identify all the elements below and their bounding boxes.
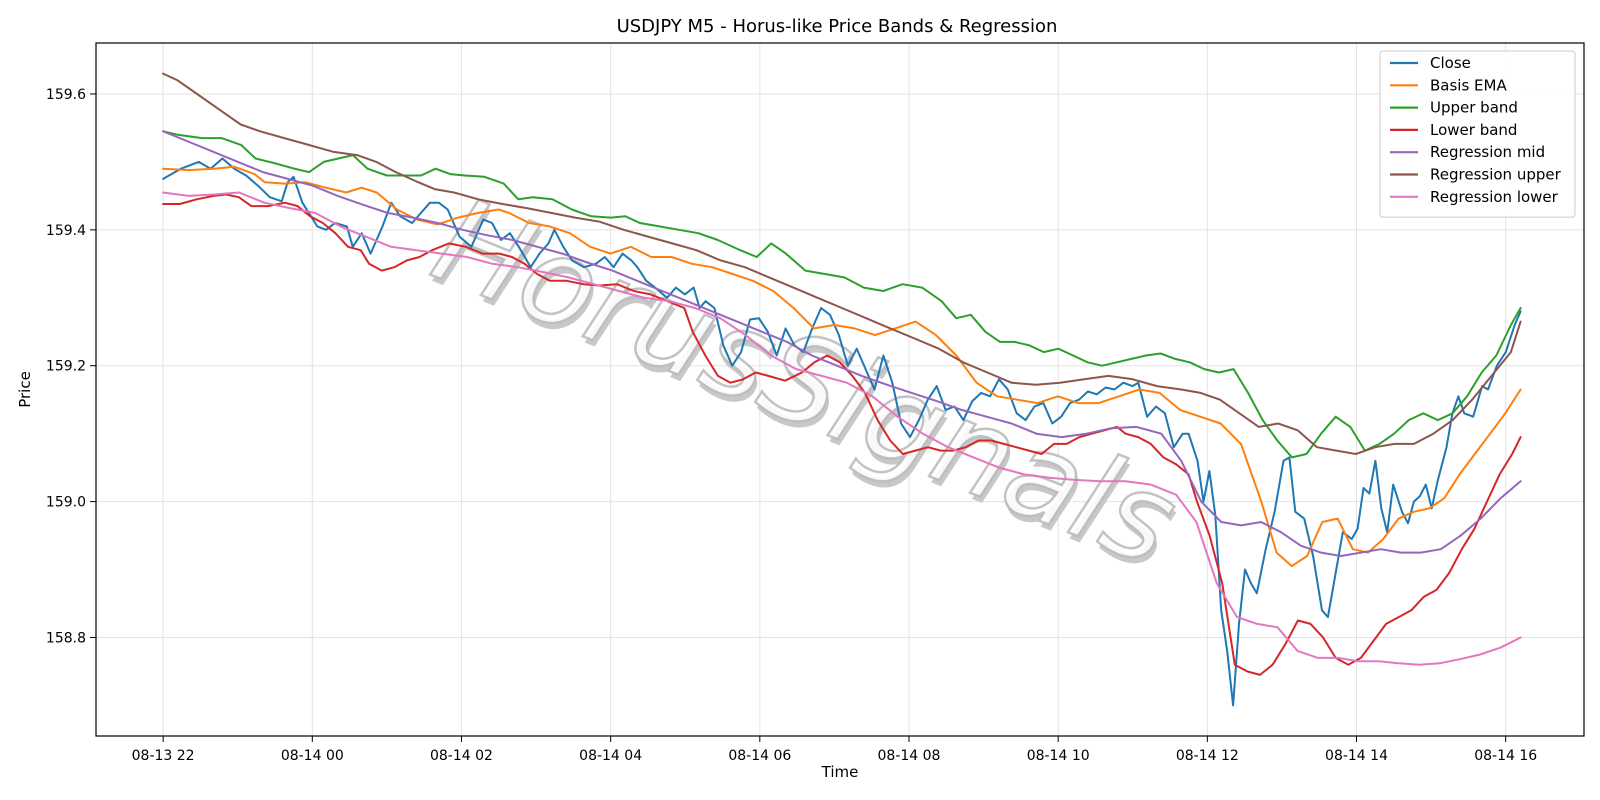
series-line-regression-lower	[162, 191, 1522, 666]
x-tick-label: 08-14 14	[1325, 748, 1388, 764]
series-lines	[162, 72, 1522, 707]
x-tick-label: 08-14 04	[579, 748, 642, 764]
legend-label: Regression lower	[1430, 188, 1559, 206]
y-tick-label: 159.4	[46, 223, 86, 239]
legend-label: Lower band	[1430, 121, 1517, 139]
x-tick-label: 08-14 00	[281, 748, 344, 764]
series-line-basis-ema	[162, 165, 1522, 568]
grid-lines	[96, 43, 1584, 736]
legend-label: Close	[1430, 54, 1471, 72]
legend: Close Basis EMA Upper band Lower band Regres…	[1379, 50, 1576, 218]
y-tick-label: 158.8	[46, 630, 86, 646]
x-tick-label: 08-14 16	[1474, 748, 1537, 764]
x-tick-label: 08-13 22	[132, 748, 195, 764]
plot-frame	[95, 42, 1585, 737]
x-axis-label: Time	[821, 763, 859, 781]
x-tick-label: 08-14 02	[430, 748, 493, 764]
x-tick-label: 08-14 08	[878, 748, 941, 764]
legend-label: Basis EMA	[1430, 76, 1507, 94]
y-tick-label: 159.0	[46, 495, 86, 511]
series-line-lower-band	[162, 193, 1522, 676]
legend-label: Upper band	[1430, 99, 1518, 117]
series-line-regression-mid	[162, 130, 1522, 557]
x-tick-label: 08-14 12	[1176, 748, 1239, 764]
y-tick-label: 159.2	[46, 359, 86, 375]
y-axis-ticks: 158.8 159.0 159.2 159.4 159.6	[46, 87, 96, 646]
y-axis-label: Price	[16, 371, 34, 408]
legend-box	[1379, 50, 1576, 218]
x-axis-ticks: 08-13 22 08-14 00 08-14 02 08-14 04 08-14 06…	[132, 736, 1537, 764]
chart-title: USDJPY M5 - Horus-like Price Bands & Reg…	[617, 16, 1058, 37]
series-line-close	[162, 157, 1522, 707]
x-tick-label: 08-14 10	[1027, 748, 1090, 764]
legend-label: Regression mid	[1430, 143, 1545, 161]
legend-label: Regression upper	[1430, 166, 1562, 184]
series-line-regression-upper	[162, 72, 1522, 455]
x-tick-label: 08-14 06	[728, 748, 791, 764]
y-tick-label: 159.6	[46, 87, 86, 103]
series-line-upper-band	[162, 130, 1522, 459]
